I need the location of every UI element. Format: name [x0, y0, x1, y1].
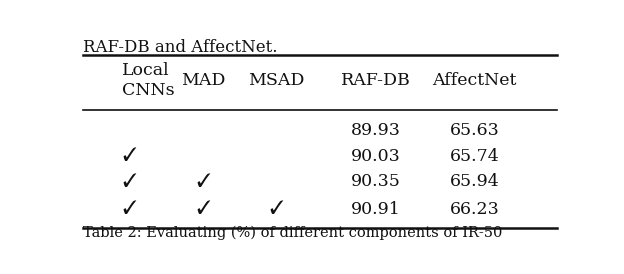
Text: AffectNet: AffectNet — [432, 72, 517, 89]
Text: 66.23: 66.23 — [450, 201, 499, 218]
Text: $\checkmark$: $\checkmark$ — [196, 200, 212, 218]
Text: 89.93: 89.93 — [351, 122, 401, 139]
Text: 90.35: 90.35 — [351, 173, 401, 190]
Text: $\checkmark$: $\checkmark$ — [122, 147, 137, 165]
Text: RAF-DB: RAF-DB — [341, 72, 411, 89]
Text: Local
CNNs: Local CNNs — [122, 62, 174, 99]
Text: RAF-DB and AffectNet.: RAF-DB and AffectNet. — [83, 39, 277, 56]
Text: $\checkmark$: $\checkmark$ — [269, 200, 284, 218]
Text: 65.74: 65.74 — [450, 148, 499, 165]
Text: 65.63: 65.63 — [450, 122, 499, 139]
Text: 65.94: 65.94 — [450, 173, 499, 190]
Text: 90.03: 90.03 — [351, 148, 400, 165]
Text: Table 2: Evaluating (%) of different components of IR-50: Table 2: Evaluating (%) of different com… — [83, 225, 502, 240]
Text: $\checkmark$: $\checkmark$ — [122, 173, 137, 191]
Text: MSAD: MSAD — [248, 72, 305, 89]
Text: 90.91: 90.91 — [351, 201, 400, 218]
Text: $\checkmark$: $\checkmark$ — [196, 173, 212, 191]
Text: $\checkmark$: $\checkmark$ — [122, 200, 137, 218]
Text: MAD: MAD — [182, 72, 226, 89]
